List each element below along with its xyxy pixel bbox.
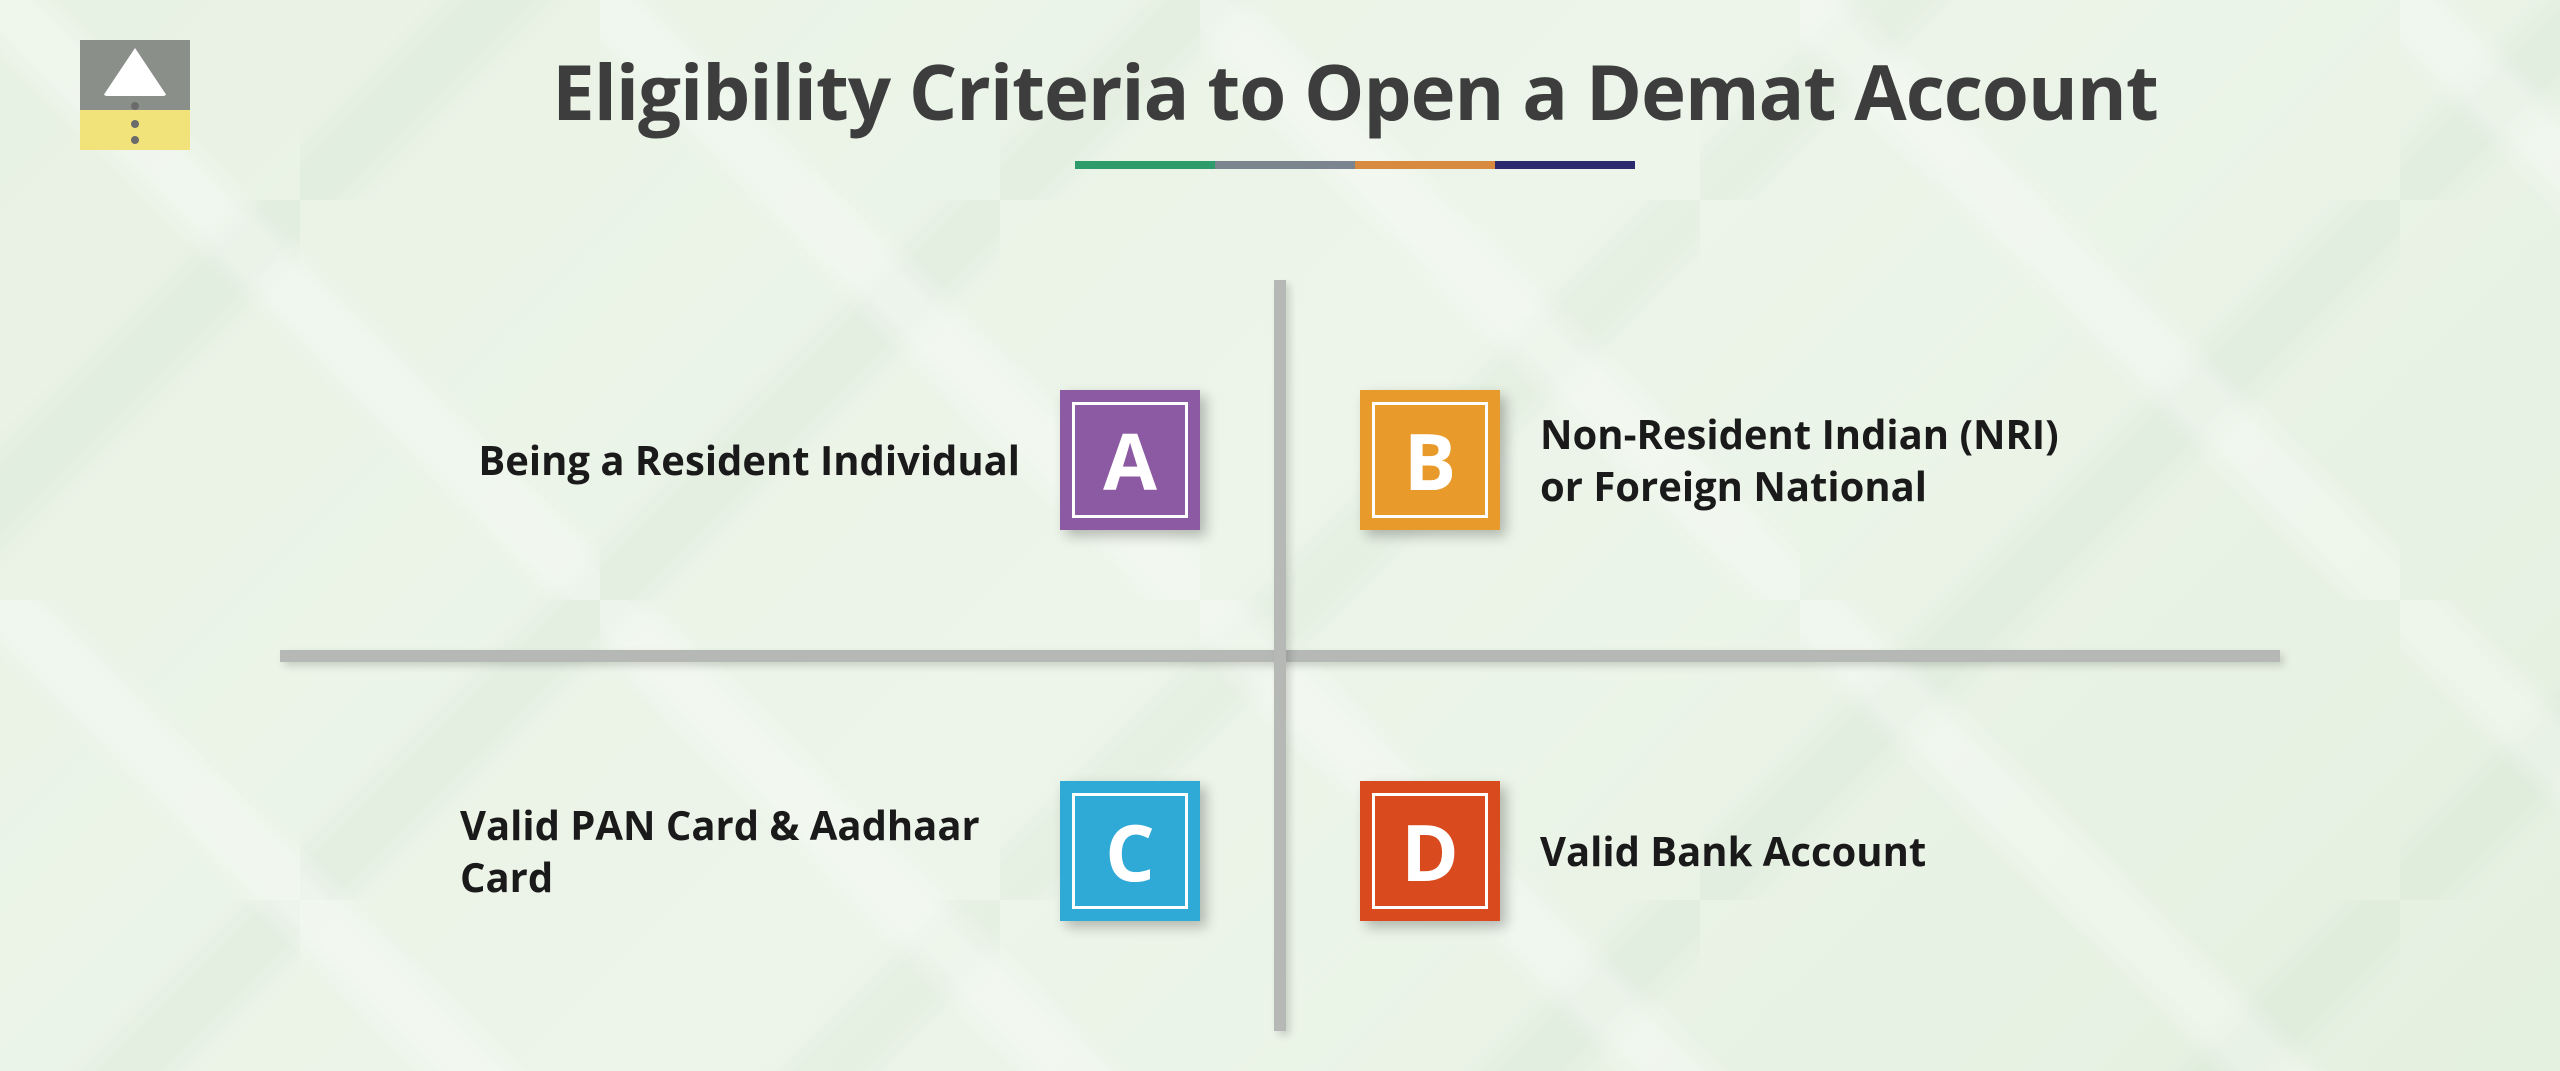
vertical-divider xyxy=(1274,280,1286,1031)
criterion-d: D Valid Bank Account xyxy=(1320,671,2280,1031)
letter: A xyxy=(1103,407,1157,513)
criterion-label: Non-Resident Indian (NRI) or Foreign Nat… xyxy=(1540,408,2100,512)
header: Eligibility Criteria to Open a Demat Acc… xyxy=(80,40,2480,169)
title-container: Eligibility Criteria to Open a Demat Acc… xyxy=(230,40,2480,169)
letter-box-c: C xyxy=(1060,781,1200,921)
letter-box-a: A xyxy=(1060,390,1200,530)
criterion-label: Valid PAN Card & Aadhaar Card xyxy=(460,799,1020,903)
criteria-grid: Being a Resident Individual A B Non-Resi… xyxy=(280,280,2280,1031)
title-underline xyxy=(1075,161,1635,169)
page-title: Eligibility Criteria to Open a Demat Acc… xyxy=(230,40,2480,143)
criterion-label: Valid Bank Account xyxy=(1540,825,1926,877)
letter-box-d: D xyxy=(1360,781,1500,921)
letter: D xyxy=(1401,798,1459,904)
criterion-c: Valid PAN Card & Aadhaar Card C xyxy=(280,671,1240,1031)
criterion-a: Being a Resident Individual A xyxy=(280,280,1240,640)
criterion-b: B Non-Resident Indian (NRI) or Foreign N… xyxy=(1320,280,2280,640)
underline-segment xyxy=(1355,161,1495,169)
underline-segment xyxy=(1075,161,1215,169)
logo-icon xyxy=(80,40,190,150)
letter: C xyxy=(1105,798,1155,904)
underline-segment xyxy=(1495,161,1635,169)
criterion-label: Being a Resident Individual xyxy=(478,434,1020,486)
letter-box-b: B xyxy=(1360,390,1500,530)
underline-segment xyxy=(1215,161,1355,169)
letter: B xyxy=(1404,407,1456,513)
